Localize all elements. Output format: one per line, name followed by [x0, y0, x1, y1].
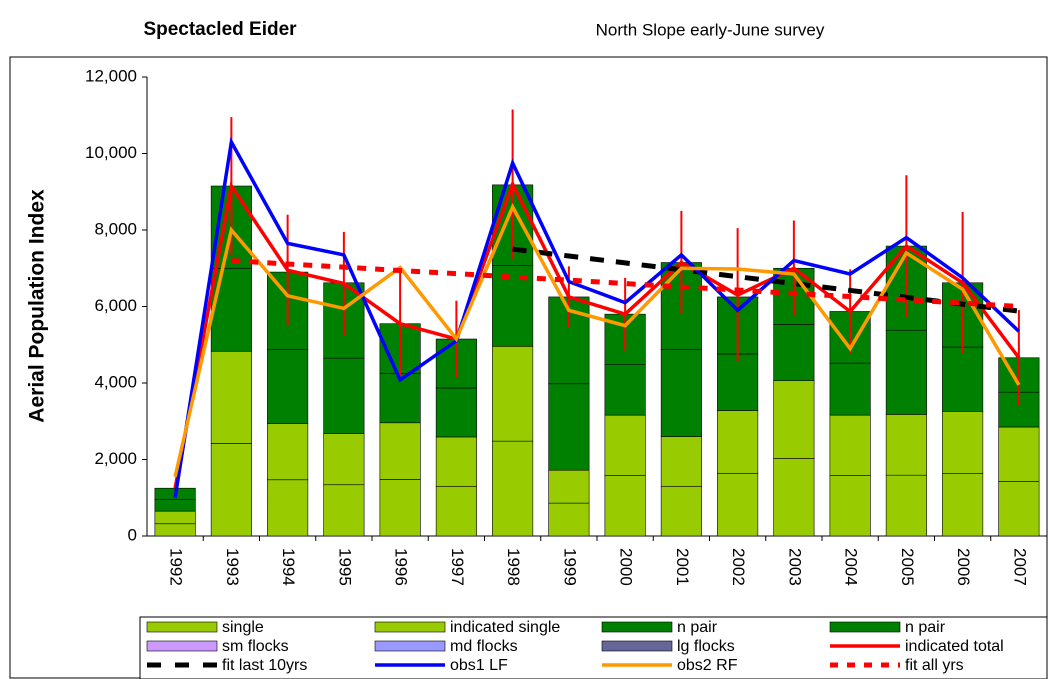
x-tick-label: 2003	[785, 548, 804, 586]
bar	[492, 440, 534, 537]
legend-label: n pair	[905, 619, 946, 636]
y-tick-label: 10,000	[85, 143, 137, 162]
bar	[154, 510, 196, 525]
y-axis-label: Aerial Population Index	[26, 189, 49, 423]
bar	[548, 469, 590, 504]
legend-label: indicated single	[450, 619, 560, 636]
bar	[829, 362, 871, 416]
legend-label: n pair	[677, 619, 718, 636]
legend-label: md flocks	[450, 638, 518, 655]
bar	[885, 329, 927, 415]
bar	[717, 410, 759, 474]
y-tick-label: 6,000	[94, 296, 137, 315]
bar	[885, 414, 927, 476]
x-tick-label: 2004	[842, 548, 861, 586]
bar	[604, 475, 646, 537]
bar	[267, 479, 309, 537]
legend-label: sm flocks	[222, 638, 289, 655]
y-tick-label: 12,000	[85, 66, 137, 85]
legend-swatch	[146, 640, 218, 652]
bar	[267, 349, 309, 424]
legend-label: obs2 RF	[677, 657, 738, 674]
x-tick-label: 2007	[1010, 548, 1029, 586]
bar	[323, 357, 365, 434]
x-tick-label: 2000	[617, 548, 636, 586]
legend-label: indicated total	[905, 638, 1004, 655]
bar	[660, 436, 702, 487]
x-tick-label: 1994	[279, 548, 298, 586]
y-tick-label: 4,000	[94, 372, 137, 391]
bar	[717, 472, 759, 537]
bar	[435, 485, 477, 537]
legend-swatch	[601, 621, 673, 633]
x-tick-label: 2001	[673, 548, 692, 586]
legend-label: fit last 10yrs	[222, 657, 307, 674]
bar	[548, 502, 590, 537]
bar	[829, 414, 871, 476]
x-tick-label: 1995	[335, 548, 354, 586]
legend-swatch	[146, 621, 218, 633]
legend-swatch	[829, 621, 901, 633]
bar	[267, 423, 309, 481]
bar	[717, 353, 759, 411]
bar	[773, 324, 815, 382]
bar	[942, 473, 984, 537]
line-series	[173, 179, 1021, 489]
bar	[210, 267, 252, 352]
legend-label: fit all yrs	[905, 657, 964, 674]
bar	[942, 411, 984, 474]
bar	[604, 364, 646, 416]
bar	[829, 475, 871, 537]
x-tick-label: 1996	[392, 548, 411, 586]
bar	[435, 436, 477, 487]
bar	[154, 523, 196, 537]
legend-label: obs1 LF	[450, 657, 508, 674]
bar	[435, 387, 477, 438]
bar	[885, 474, 927, 537]
line-series	[173, 136, 1021, 499]
line-series	[231, 258, 1020, 309]
bar	[379, 422, 421, 480]
chart-title: Spectacled Eider	[143, 19, 297, 40]
x-tick-label: 1992	[167, 548, 186, 586]
legend-swatch	[374, 621, 446, 633]
legend-swatch	[374, 640, 446, 652]
bar	[604, 414, 646, 476]
bar	[210, 443, 252, 537]
bar	[323, 433, 365, 486]
bar	[323, 484, 365, 537]
legend-swatch	[601, 640, 673, 652]
x-tick-label: 1993	[223, 548, 242, 586]
y-tick-label: 2,000	[94, 449, 137, 468]
x-tick-label: 1999	[560, 548, 579, 586]
bar	[660, 485, 702, 537]
bar	[210, 350, 252, 444]
x-tick-label: 1997	[448, 548, 467, 586]
x-tick-label: 1998	[504, 548, 523, 586]
y-tick-label: 0	[128, 525, 137, 544]
legend-label: single	[222, 619, 264, 636]
y-tick-label: 8,000	[94, 219, 137, 238]
bar	[773, 458, 815, 537]
bar	[492, 345, 534, 442]
chart-subtitle: North Slope early-June survey	[596, 20, 825, 39]
bar	[548, 383, 590, 471]
bar	[773, 380, 815, 459]
x-tick-label: 2005	[898, 548, 917, 586]
x-tick-label: 2002	[729, 548, 748, 586]
bar	[154, 499, 196, 512]
bar	[998, 426, 1040, 482]
bar	[379, 479, 421, 537]
bar	[660, 349, 702, 437]
x-tick-label: 2006	[954, 548, 973, 586]
legend-label: lg flocks	[677, 638, 735, 655]
bar	[942, 346, 984, 412]
bar	[998, 481, 1040, 537]
